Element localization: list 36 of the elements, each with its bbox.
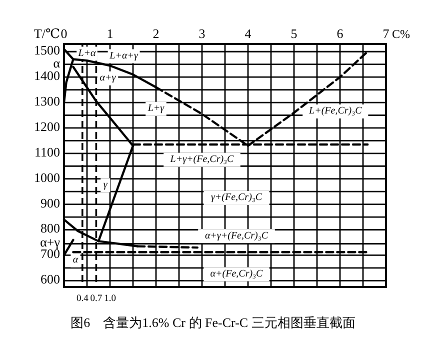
annotation: L+α+γ xyxy=(108,50,139,62)
annotation: α xyxy=(72,254,79,266)
annotation: γ xyxy=(103,180,108,191)
x2-tick-label: 5 xyxy=(290,26,298,41)
y-tick-label: α+γ xyxy=(40,234,60,250)
annotation: α+γ xyxy=(100,72,117,84)
annotation: L+γ+(Fe,Cr)₃C xyxy=(169,154,234,166)
x2-tick-label: 0 xyxy=(60,26,68,41)
annotation: α+(Fe,Cr)₃C xyxy=(210,268,264,280)
annotation: L+α xyxy=(77,48,97,59)
y-tick-label: 1300 xyxy=(34,94,60,109)
y-tick-label: 1200 xyxy=(34,118,60,134)
x2-tick-label: 2 xyxy=(152,26,160,41)
annotation: L+(Fe,Cr)₃C xyxy=(308,106,362,117)
y-tick-label: α xyxy=(53,55,60,70)
annotation: γ+(Fe,Cr)₃C xyxy=(210,192,262,204)
y-tick-label: 1500 xyxy=(34,42,60,58)
x2-axis-title: C% xyxy=(392,27,410,41)
annotation: L+γ xyxy=(146,103,166,114)
x2-tick-label: 4 xyxy=(244,26,252,41)
y-tick-label: 800 xyxy=(40,220,60,236)
annotation: α+γ+(Fe,Cr)₃C xyxy=(204,230,268,242)
y-tick-label: 1400 xyxy=(34,68,60,84)
x2-tick-label: 6 xyxy=(336,26,344,41)
x-tick-label: 0.4 xyxy=(76,294,89,304)
x-tick-label: 1.0 xyxy=(104,294,116,304)
x2-tick-label: 1 xyxy=(106,26,114,41)
y-tick-label: 600 xyxy=(40,272,60,287)
x-tick-label: 0.7 xyxy=(90,294,102,304)
text: 图6 含量为1.6% Cr 的 Fe-Cr-C 三元相图垂直截面 xyxy=(70,315,356,330)
x2-tick-label: 7 xyxy=(382,26,390,41)
y-axis-title: T/℃ xyxy=(34,26,60,41)
x2-tick-label: 3 xyxy=(198,26,206,41)
y-tick-label: 900 xyxy=(40,195,60,210)
y-tick-label: 1000 xyxy=(34,170,60,185)
y-tick-label: 1100 xyxy=(34,144,60,160)
